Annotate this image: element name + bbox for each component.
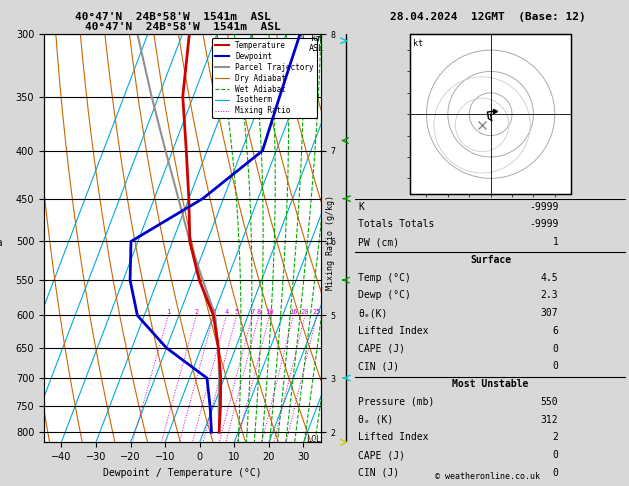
X-axis label: Dewpoint / Temperature (°C): Dewpoint / Temperature (°C)	[103, 468, 262, 478]
Text: K: K	[358, 202, 364, 212]
Legend: Temperature, Dewpoint, Parcel Trajectory, Dry Adiabat, Wet Adiabat, Isotherm, Mi: Temperature, Dewpoint, Parcel Trajectory…	[213, 38, 317, 119]
Text: 4.5: 4.5	[540, 273, 559, 283]
Text: 5: 5	[235, 310, 238, 315]
Text: 20: 20	[301, 310, 309, 315]
Text: CIN (J): CIN (J)	[358, 468, 399, 478]
Text: Lifted Index: Lifted Index	[358, 432, 428, 442]
Text: CIN (J): CIN (J)	[358, 361, 399, 371]
Text: km
ASL: km ASL	[309, 34, 324, 53]
Text: 307: 307	[540, 308, 559, 318]
Y-axis label: hPa: hPa	[0, 238, 3, 248]
Text: Lifted Index: Lifted Index	[358, 326, 428, 336]
Text: 6: 6	[552, 326, 559, 336]
Text: 4: 4	[225, 310, 228, 315]
Text: Pressure (mb): Pressure (mb)	[358, 397, 435, 407]
Text: 1: 1	[166, 310, 170, 315]
Text: 25: 25	[313, 310, 321, 315]
Text: 10: 10	[265, 310, 274, 315]
Text: 0: 0	[552, 450, 559, 460]
Text: CAPE (J): CAPE (J)	[358, 450, 405, 460]
Text: θₑ(K): θₑ(K)	[358, 308, 387, 318]
Text: Temp (°C): Temp (°C)	[358, 273, 411, 283]
Text: Mixing Ratio (g/kg): Mixing Ratio (g/kg)	[326, 195, 335, 291]
Text: LCL: LCL	[306, 435, 321, 444]
Text: Totals Totals: Totals Totals	[358, 220, 435, 229]
Text: 1: 1	[552, 237, 559, 247]
Text: 16: 16	[289, 310, 298, 315]
Text: 0: 0	[552, 468, 559, 478]
Text: -9999: -9999	[529, 202, 559, 212]
Text: 0: 0	[552, 344, 559, 354]
Text: 2: 2	[552, 432, 559, 442]
Text: θₑ (K): θₑ (K)	[358, 415, 393, 425]
Text: 2: 2	[194, 310, 199, 315]
Text: 3: 3	[211, 310, 216, 315]
Text: 8: 8	[257, 310, 261, 315]
Text: 312: 312	[540, 415, 559, 425]
Text: PW (cm): PW (cm)	[358, 237, 399, 247]
Text: Surface: Surface	[470, 255, 511, 265]
Text: © weatheronline.co.uk: © weatheronline.co.uk	[435, 472, 540, 481]
Text: 40°47'N  24B°58'W  1541m  ASL: 40°47'N 24B°58'W 1541m ASL	[75, 12, 271, 22]
Title: 40°47'N  24B°58'W  1541m  ASL: 40°47'N 24B°58'W 1541m ASL	[84, 22, 281, 32]
Text: CAPE (J): CAPE (J)	[358, 344, 405, 354]
Text: -9999: -9999	[529, 220, 559, 229]
Text: kt: kt	[413, 39, 423, 49]
Text: 0: 0	[552, 361, 559, 371]
Text: Most Unstable: Most Unstable	[452, 379, 529, 389]
Text: 550: 550	[540, 397, 559, 407]
Text: 7: 7	[250, 310, 255, 315]
Text: 2.3: 2.3	[540, 290, 559, 300]
Text: 28.04.2024  12GMT  (Base: 12): 28.04.2024 12GMT (Base: 12)	[389, 12, 586, 22]
Text: Dewp (°C): Dewp (°C)	[358, 290, 411, 300]
